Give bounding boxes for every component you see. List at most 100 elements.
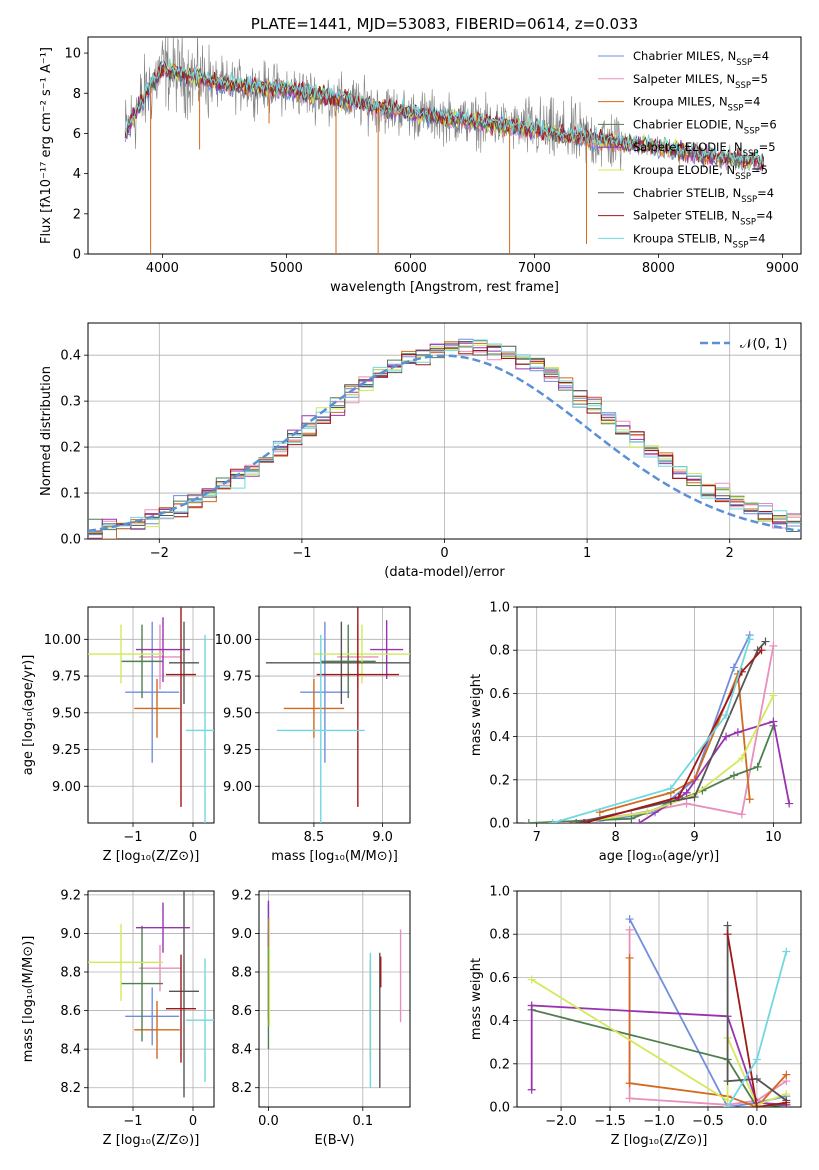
weight-marker bbox=[643, 808, 652, 817]
weight-marker bbox=[769, 641, 778, 650]
x-axis-label: (data-model)/error bbox=[384, 565, 505, 580]
axes-mass_vs_Z: −1 0 8.2 8.4 8.6 8.8 9.0 9.2 Z [log₁₀(Z/Z⊙)] mass… bbox=[21, 888, 215, 1148]
axes-frame bbox=[258, 606, 411, 824]
y-tick-label: 8 bbox=[73, 87, 81, 102]
weight-marker bbox=[752, 1103, 761, 1107]
weight-marker bbox=[782, 1098, 791, 1107]
y-tick-label: 8.4 bbox=[60, 1043, 81, 1058]
x-tick-label: 9 bbox=[690, 830, 698, 845]
errorbar-chabrier_stelib bbox=[265, 621, 410, 704]
weight-marker bbox=[769, 691, 778, 700]
errorbar-salpeter_miles bbox=[139, 624, 181, 690]
weight-marker bbox=[737, 810, 746, 819]
y-tick-label: 9.00 bbox=[52, 780, 81, 795]
y-axis-label: age [log₁₀(age/yr)] bbox=[21, 655, 36, 776]
x-axis-label: Z [log₁₀(Z/Z⊙)] bbox=[103, 1133, 200, 1148]
y-tick-label: 0.4 bbox=[60, 349, 81, 364]
errorbar-salpeter_miles bbox=[139, 945, 181, 992]
errorbar-salpeter_stelib bbox=[166, 954, 196, 1063]
x-tick-label: −1.5 bbox=[594, 1114, 626, 1129]
weight-marker bbox=[635, 819, 644, 823]
weight-marker bbox=[722, 711, 731, 719]
model-line-kroupa_stelib bbox=[124, 58, 764, 166]
errorbar-chabrier_stelib bbox=[169, 891, 199, 1098]
y-tick-label: 0.8 bbox=[489, 644, 510, 659]
y-tick-label: 1.0 bbox=[489, 885, 510, 900]
axes-frame bbox=[258, 890, 411, 1108]
errorbar-salpeter_elodie bbox=[370, 620, 404, 679]
plot-area bbox=[265, 607, 410, 823]
errorbar-chabrier_elodie bbox=[121, 624, 163, 699]
y-tick-label: 0.3 bbox=[60, 395, 81, 410]
plot-area bbox=[88, 607, 214, 823]
legend-label: Salpeter STELIB, NSSP=4 bbox=[633, 209, 773, 228]
errorbar-kroupa_stelib bbox=[185, 958, 214, 1082]
x-tick-label: −0.5 bbox=[692, 1114, 724, 1129]
errorbar-chabrier_miles bbox=[125, 987, 180, 1046]
x-tick-label: 0.0 bbox=[747, 1114, 768, 1129]
errorbar-chabrier_elodie bbox=[320, 624, 376, 699]
plot-area bbox=[88, 338, 801, 539]
weight-series-chabrier_miles bbox=[595, 631, 754, 823]
errorbar-kroupa_miles bbox=[134, 679, 180, 738]
weight-marker bbox=[690, 793, 699, 802]
weight-marker bbox=[745, 635, 754, 644]
weight-marker bbox=[572, 819, 581, 823]
y-tick-label: 0.0 bbox=[489, 817, 510, 832]
weight-series-kroupa_stelib bbox=[723, 947, 791, 1107]
axes-weight_vs_age: 7 8 9 10 0.0 0.2 0.4 0.6 0.8 1.0 age [log₁₀(age/yr… bbox=[469, 601, 802, 864]
normal-curve bbox=[88, 354, 801, 533]
errorbar-chabrier_miles bbox=[125, 621, 180, 763]
legend-label: Kroupa MILES, NSSP=4 bbox=[633, 95, 760, 114]
errorbar-salpeter_elodie bbox=[136, 902, 190, 953]
x-tick-label: 0.0 bbox=[258, 1114, 279, 1129]
weight-marker bbox=[723, 930, 732, 939]
y-tick-label: 0.0 bbox=[489, 1101, 510, 1116]
y-tick-label: 9.25 bbox=[52, 743, 81, 758]
legend: 𝒩(0, 1) bbox=[700, 337, 787, 352]
axes-frame bbox=[87, 606, 215, 824]
x-tick-label: 7000 bbox=[518, 261, 551, 276]
weight-line bbox=[583, 649, 763, 823]
errorbar-kroupa_miles bbox=[134, 1000, 180, 1059]
legend-label: 𝒩(0, 1) bbox=[740, 337, 787, 352]
plot-area bbox=[88, 891, 214, 1098]
weight-marker bbox=[723, 1103, 732, 1107]
errorbar-chabrier_elodie bbox=[121, 925, 163, 1042]
weight-line bbox=[726, 934, 787, 1107]
y-tick-label: 8.2 bbox=[60, 1081, 81, 1096]
plot-area bbox=[124, 37, 765, 254]
y-tick-label: 0.0 bbox=[60, 533, 81, 548]
y-tick-label: 0.4 bbox=[489, 730, 510, 745]
x-tick-label: 9000 bbox=[766, 261, 799, 276]
weight-marker bbox=[785, 799, 794, 808]
y-axis-label: Flux [fλ10⁻¹⁷ erg cm⁻² s⁻¹ A⁻¹] bbox=[39, 47, 54, 244]
axes-frame bbox=[87, 322, 802, 540]
y-tick-label: 0.8 bbox=[489, 928, 510, 943]
weight-line bbox=[528, 725, 775, 823]
weight-marker bbox=[723, 921, 732, 930]
y-tick-label: 0.1 bbox=[60, 487, 81, 502]
weight-marker bbox=[524, 819, 533, 823]
y-tick-label: 10.00 bbox=[44, 633, 81, 648]
weight-marker bbox=[666, 784, 675, 793]
x-tick-label: 0 bbox=[440, 546, 448, 561]
y-tick-label: 0.6 bbox=[489, 971, 510, 986]
axes-frame bbox=[516, 606, 802, 824]
errorbar-chabrier_miles bbox=[300, 621, 350, 763]
errorbar-salpeter_elodie bbox=[136, 617, 190, 682]
x-tick-label: −1.0 bbox=[643, 1114, 675, 1129]
y-tick-label: 0.2 bbox=[489, 773, 510, 788]
legend-label: Kroupa ELODIE, NSSP=5 bbox=[633, 163, 768, 182]
plot-area bbox=[527, 915, 791, 1107]
y-tick-label: 2 bbox=[73, 207, 81, 222]
errorbar-kroupa_stelib bbox=[276, 634, 365, 823]
chart-title: PLATE=1441, MJD=53083, FIBERID=0614, z=0… bbox=[251, 15, 638, 33]
x-tick-label: −2.0 bbox=[545, 1114, 577, 1129]
legend-label: Chabrier ELODIE, NSSP=6 bbox=[633, 117, 777, 136]
y-tick-label: 9.0 bbox=[231, 927, 252, 942]
weight-series-kroupa_stelib bbox=[548, 635, 754, 823]
weight-series-salpeter_stelib bbox=[723, 930, 791, 1107]
weight-marker bbox=[625, 1079, 634, 1088]
axes-age_vs_Z: −1 0 9.00 9.25 9.50 9.75 10.00 Z [log₁₀(Z/Z⊙)] a… bbox=[21, 606, 215, 864]
